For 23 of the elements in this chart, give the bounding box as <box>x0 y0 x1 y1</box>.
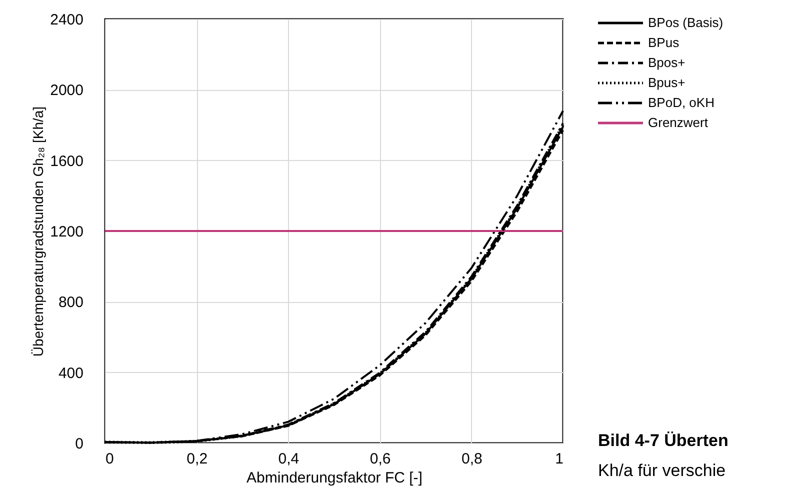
x-tick-label: 0 <box>106 450 114 468</box>
y-tick-label: 1600 <box>50 152 84 170</box>
x-tick-label: 0,6 <box>370 450 391 468</box>
y-tick-label: 400 <box>58 364 84 382</box>
x-axis-title: Abminderungsfaktor FC [-] <box>246 470 422 486</box>
legend-label: BPos (Basis) <box>648 15 724 30</box>
y-tick-label: 0 <box>75 436 84 452</box>
x-tick-label: 0,2 <box>186 450 208 468</box>
y-tick-label: 1200 <box>50 224 84 240</box>
legend-label: BPus <box>648 35 680 50</box>
x-tick-label: 0,8 <box>461 450 482 468</box>
legend-label: Grenzwert <box>648 115 708 130</box>
y-axis-title: Übertemperaturgradstunden Gh₂₈ [Kh/a] <box>30 106 46 357</box>
text: Kh/a für verschie <box>598 461 726 480</box>
legend-label: BPoD, oKH <box>648 95 714 110</box>
text: Bild 4-7 Überten <box>598 431 728 450</box>
legend-label: Bpus+ <box>648 75 686 90</box>
legend-label: Bpos+ <box>648 55 686 70</box>
y-tick-label: 800 <box>58 294 84 312</box>
x-tick-label: 0,4 <box>278 450 300 468</box>
y-tick-label: 2000 <box>50 82 84 100</box>
x-tick-label: 1 <box>555 450 564 468</box>
y-tick-label: 2400 <box>50 12 84 28</box>
